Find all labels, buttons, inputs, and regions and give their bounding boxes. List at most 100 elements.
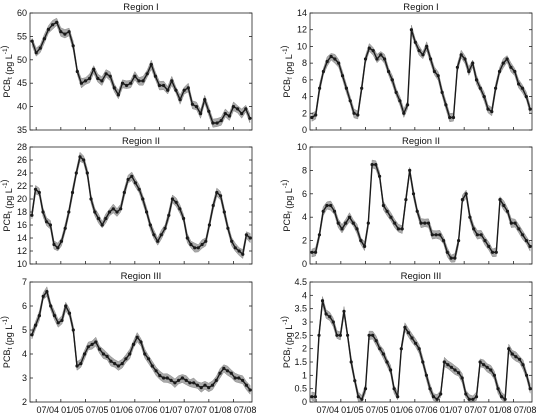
data-point [174,88,178,92]
data-point [82,158,86,162]
data-point [517,82,521,86]
data-point [120,81,125,85]
data-point [509,221,513,225]
data-point [378,347,382,351]
data-point [159,233,163,237]
data-point [129,81,133,85]
data-point [34,323,38,327]
x-tick-label: 01/07 [440,405,463,415]
y-tick-label: 6 [302,75,307,85]
data-point [94,340,98,344]
data-point [219,119,223,123]
y-tick-label: 2.5 [294,330,307,340]
data-point [329,203,333,208]
data-point [374,339,378,343]
data-point [396,395,400,399]
data-point [502,203,506,208]
data-point [229,371,233,375]
data-point [489,368,493,372]
data-point [156,239,160,243]
data-point [448,115,452,120]
data-point [317,333,321,337]
data-point [182,216,186,221]
data-point [30,39,34,43]
y-tick-label: 24 [17,168,27,178]
data-point [340,74,345,78]
data-point [374,163,378,167]
data-point [333,57,337,61]
x-tick-label: 01/08 [489,405,512,415]
data-point [392,387,396,391]
data-point [90,342,94,346]
data-point [237,249,241,253]
data-point [411,192,416,196]
data-point [93,210,97,214]
data-point [314,113,318,117]
data-point [96,76,100,81]
data-point [356,395,360,399]
y-tick-label: 10 [17,259,27,269]
data-point [335,333,339,337]
data-point [38,46,42,50]
data-point [390,78,394,82]
data-point [367,46,371,50]
y-axis-label: PCBf (pg L-1) [279,316,294,368]
data-point [154,369,158,373]
data-point [435,397,439,401]
y-axis-label: PCBt (pg L-1) [0,316,14,368]
data-point [137,187,141,191]
data-point [207,109,211,113]
data-point [460,376,464,380]
data-point [126,177,130,182]
uncertainty-band [311,25,531,123]
data-point [158,374,162,378]
x-tick-label: 01/06 [390,405,413,415]
data-point [203,383,207,387]
data-point [346,333,350,337]
data-point [363,57,368,61]
data-point [482,363,486,367]
data-point [490,250,495,254]
data-point [145,72,149,76]
data-point [439,392,443,396]
y-tick-label: 40 [17,102,27,112]
data-point [120,362,124,366]
data-point [337,61,341,65]
data-point [78,155,82,159]
data-point [463,57,467,61]
data-point [41,210,45,214]
data-point [125,83,129,88]
data-point [314,250,318,254]
data-point [56,246,60,250]
data-point [472,227,476,231]
data-point [215,190,219,195]
data-point [223,112,227,116]
y-tick-label: 12 [297,25,307,35]
data-point [320,299,325,303]
data-point [419,221,423,225]
data-point [351,221,355,225]
data-point [471,397,475,401]
data-point [494,86,498,90]
data-point [457,239,461,243]
uncertainty-band [31,151,251,259]
x-tick-label: 01/06 [110,405,133,415]
x-tick-label: 01/05 [61,405,84,415]
data-point [331,320,335,324]
data-point [360,86,364,90]
data-point [352,111,356,115]
data-point [108,74,112,78]
data-point [146,357,151,361]
plot-area [309,12,533,131]
data-point [244,383,248,387]
data-point [460,198,464,202]
data-point [486,107,490,111]
data-point [186,86,190,90]
data-point [167,213,171,217]
data-point [59,30,63,34]
data-point [525,373,529,377]
data-point [37,314,42,318]
data-point [30,333,34,337]
y-tick-label: 5 [22,325,27,335]
series-line [311,163,531,259]
